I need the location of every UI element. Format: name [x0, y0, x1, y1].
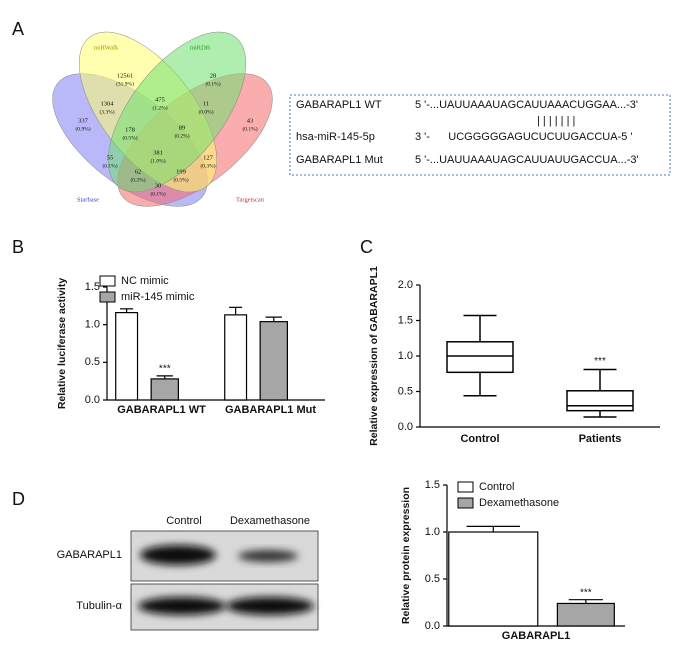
sequence-label: GABARAPL1 Mut	[296, 154, 383, 166]
venn-count: 30	[155, 182, 162, 189]
venn-count: 28	[210, 72, 217, 79]
significance: ***	[580, 587, 592, 598]
sequence-label: hsa-miR-145-5p	[296, 131, 375, 143]
venn-count: 337	[78, 117, 89, 124]
legend-label: NC mimic	[121, 275, 169, 287]
y-tick-label: 0.0	[398, 421, 413, 433]
y-tick-label: 1.0	[398, 350, 413, 362]
blot-band	[138, 597, 226, 615]
bar	[150, 378, 179, 401]
venn-percent: (0.1%)	[102, 162, 117, 169]
bar	[448, 531, 539, 627]
venn-percent: (0.2%)	[130, 176, 145, 183]
legend-label: miR-145 mimic	[121, 291, 195, 303]
sequence: 3 '- UCGGGGGAGUCUCUUGACCUA-5 '	[415, 131, 633, 143]
venn-percent: (31.9%)	[116, 80, 134, 87]
venn-percent: (0.1%)	[150, 190, 165, 197]
significance: ***	[594, 356, 606, 367]
panel-label: D	[12, 489, 25, 509]
venn-set-label: Targetscan	[236, 196, 265, 203]
y-axis-label: Relative protein expression	[400, 487, 412, 624]
box	[446, 341, 514, 374]
legend-swatch	[457, 481, 474, 493]
blot-column-label: Control	[166, 515, 201, 527]
y-tick-label: 1.5	[85, 281, 100, 293]
venn-count: 178	[125, 126, 135, 133]
sequence: 5 '-...UAUUAAAUAGCAUUAUUGACCUA...-3'	[415, 154, 639, 166]
x-tick-label: GABARAPL1 Mut	[225, 404, 316, 416]
y-axis-label: Relative luciferase activity	[56, 278, 68, 409]
venn-set-label: miRDB	[190, 44, 211, 51]
y-tick-label: 0.0	[85, 394, 100, 406]
venn-percent: (0.5%)	[173, 176, 188, 183]
y-tick-label: 1.5	[398, 314, 413, 326]
venn-count: 381	[153, 149, 163, 156]
y-tick-label: 1.0	[425, 526, 440, 538]
y-tick-label: 0.0	[425, 620, 440, 632]
venn-count: 475	[155, 96, 165, 103]
venn-count: 11	[203, 100, 209, 107]
venn-percent: (0.9%)	[75, 125, 90, 132]
base-pairing: | | | | | | |	[537, 115, 575, 127]
legend-swatch	[457, 497, 474, 509]
venn-percent: (0.2%)	[174, 132, 189, 139]
venn-percent: (0.5%)	[122, 134, 137, 141]
venn-percent: (3.3%)	[99, 108, 114, 115]
x-tick-label: GABARAPL1 WT	[117, 404, 206, 416]
blot-band	[226, 597, 314, 615]
venn-count: 89	[179, 124, 186, 131]
bar	[115, 312, 139, 401]
bar	[556, 602, 615, 627]
venn-set-label: miRWalk	[94, 44, 119, 51]
venn-count: 127	[203, 154, 214, 161]
panel-label: C	[360, 237, 373, 257]
venn-count: 43	[247, 117, 254, 124]
venn-percent: (0.0%)	[198, 108, 213, 115]
panel-label: B	[12, 237, 24, 257]
panel-label: A	[12, 19, 24, 39]
venn-percent: (0.1%)	[242, 125, 257, 132]
venn-count: 1304	[101, 100, 115, 107]
legend-swatch	[99, 291, 116, 303]
blot-row-label: GABARAPL1	[57, 549, 122, 561]
box	[566, 390, 634, 412]
blot-row-label: Tubulin-α	[76, 600, 122, 612]
sequence-alignment: GABARAPL1 WT 5 '-...UAUUAAAUAGCAUUAAACUG…	[289, 94, 671, 176]
legend-label: Control	[479, 481, 514, 493]
blot-band	[140, 545, 216, 565]
bar	[224, 314, 248, 401]
blot-column-label: Dexamethasone	[230, 515, 310, 527]
legend-swatch	[99, 275, 116, 287]
y-tick-label: 0.5	[85, 356, 100, 368]
venn-percent: (1.2%)	[152, 104, 167, 111]
venn-set	[107, 31, 247, 193]
venn-count: 199	[176, 168, 186, 175]
western-blot: Control Dexamethasone GABARAPL1 Tubulin-…	[57, 515, 319, 631]
venn-set-label: Starbase	[77, 196, 99, 203]
y-tick-label: 0.5	[398, 385, 413, 397]
venn-count: 55	[107, 154, 114, 161]
y-tick-label: 2.0	[398, 279, 413, 291]
bar	[259, 321, 288, 401]
venn-count: 62	[135, 168, 142, 175]
x-tick-label: Control	[460, 433, 499, 445]
sequence: 5 '-...UAUUAAAUAGCAUUAAACUGGAA...-3'	[415, 99, 638, 111]
x-tick-label: GABARAPL1	[502, 630, 570, 642]
venn-percent: (1.0%)	[150, 157, 165, 164]
legend-label: Dexamethasone	[479, 497, 559, 509]
venn-count: 12561	[117, 72, 133, 79]
x-tick-label: Patients	[579, 433, 622, 445]
venn-diagram: miRWalk miRDB Starbase Targetscan 12561(…	[52, 31, 273, 207]
alignment-box	[289, 94, 671, 176]
significance: ***	[159, 364, 171, 375]
y-axis-label: Relative expression of GABARAPL1	[368, 266, 380, 446]
y-tick-label: 1.0	[85, 319, 100, 331]
sequence-label: GABARAPL1 WT	[296, 99, 382, 111]
venn-percent: (0.1%)	[205, 80, 220, 87]
y-tick-label: 1.5	[425, 479, 440, 491]
blot-band	[238, 550, 298, 562]
venn-percent: (0.3%)	[200, 162, 215, 169]
y-tick-label: 0.5	[425, 573, 440, 585]
